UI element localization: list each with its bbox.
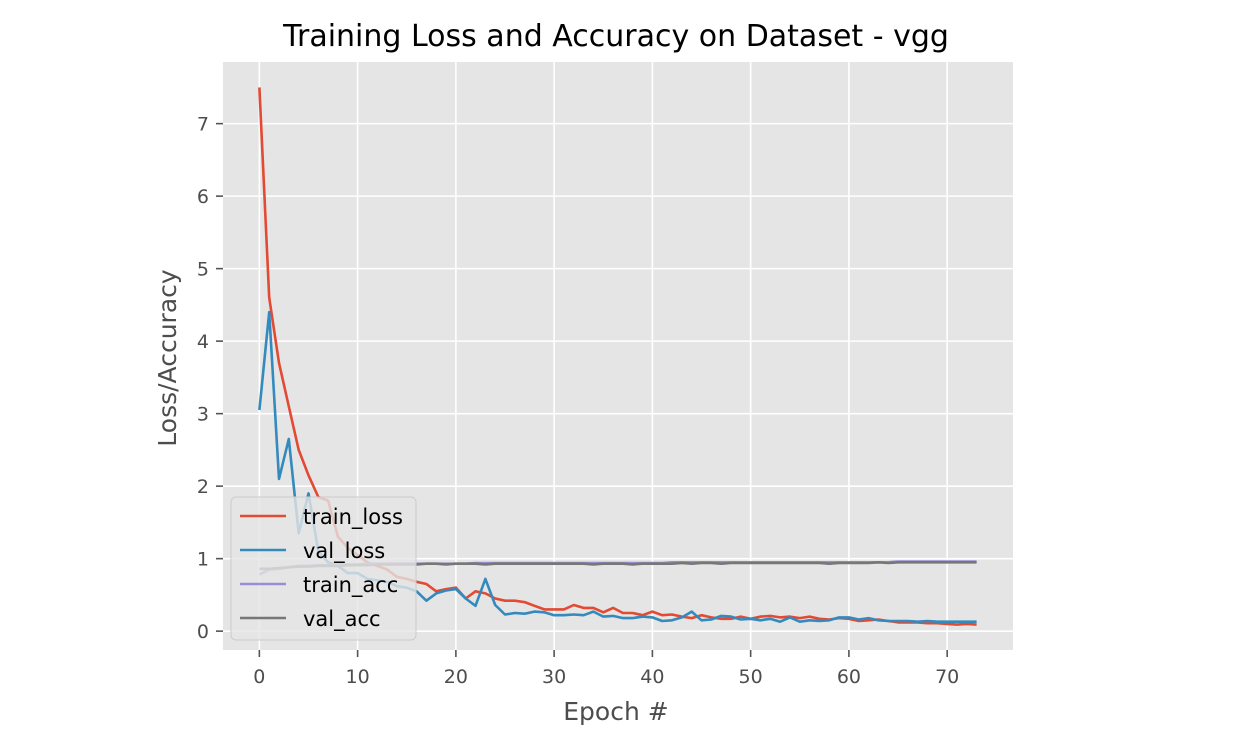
y-tick-label: 5 [197,259,209,281]
x-tick-label: 60 [837,666,861,688]
x-tick-label: 30 [542,666,566,688]
legend-label-train-acc: train_acc [303,573,398,598]
legend-label-val-acc: val_acc [303,607,381,632]
y-tick-label: 0 [197,621,209,643]
legend-label-train-loss: train_loss [303,505,403,530]
x-tick-label: 50 [739,666,763,688]
y-axis-ticks: 0 1 2 3 4 5 6 7 [197,114,223,643]
y-tick-label: 3 [197,404,209,426]
chart-title: Training Loss and Accuracy on Dataset - … [282,19,949,54]
x-axis-label: Epoch # [563,697,668,726]
y-tick-label: 7 [197,114,209,136]
x-tick-label: 20 [444,666,468,688]
legend-box [230,496,417,641]
x-tick-label: 10 [346,666,370,688]
grid [223,62,1013,650]
x-tick-label: 0 [253,666,265,688]
y-tick-label: 4 [197,331,209,353]
legend: train_loss val_loss train_acc val_acc [230,496,417,641]
y-tick-label: 6 [197,186,209,208]
x-tick-label: 40 [640,666,664,688]
x-tick-label: 70 [935,666,959,688]
y-tick-label: 1 [197,549,209,571]
y-tick-label: 2 [197,476,209,498]
legend-label-val-loss: val_loss [303,539,385,564]
y-axis-label: Loss/Accuracy [153,269,182,447]
x-axis-ticks: 0 10 20 30 40 50 60 70 [253,650,959,688]
